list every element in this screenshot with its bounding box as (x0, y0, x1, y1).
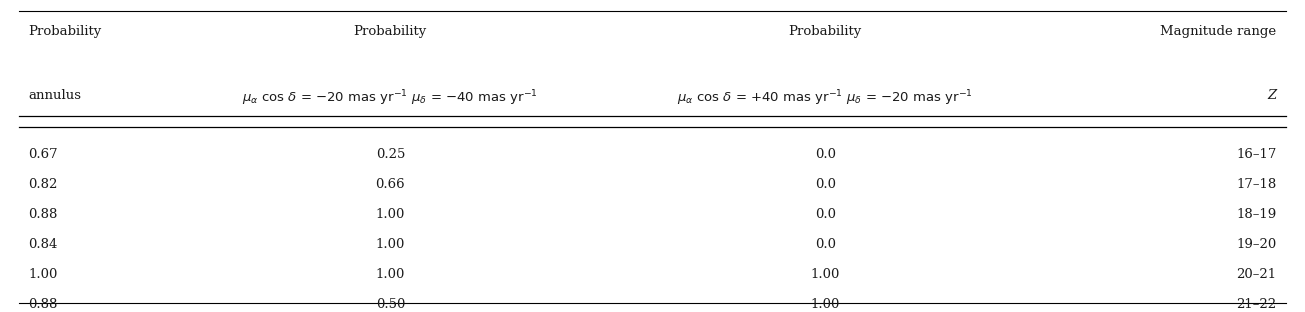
Text: 0.50: 0.50 (376, 298, 405, 311)
Text: 0.88: 0.88 (29, 298, 57, 311)
Text: 20–21: 20–21 (1236, 268, 1276, 281)
Text: annulus: annulus (29, 89, 81, 102)
Text: 0.66: 0.66 (376, 178, 405, 191)
Text: 1.00: 1.00 (29, 268, 57, 281)
Text: 0.0: 0.0 (814, 178, 835, 191)
Text: 0.84: 0.84 (29, 238, 57, 251)
Text: $\mu_{\alpha}$ cos $\delta$ = $+$40 mas yr$^{-1}$ $\mu_{\delta}$ = $-$20 mas yr$: $\mu_{\alpha}$ cos $\delta$ = $+$40 mas … (677, 89, 974, 108)
Text: 1.00: 1.00 (376, 268, 405, 281)
Text: 16–17: 16–17 (1236, 149, 1276, 161)
Text: 0.82: 0.82 (29, 178, 57, 191)
Text: 1.00: 1.00 (376, 238, 405, 251)
Text: Probability: Probability (29, 25, 102, 37)
Text: Probability: Probability (788, 25, 861, 37)
Text: Magnitude range: Magnitude range (1160, 25, 1276, 37)
Text: 19–20: 19–20 (1236, 238, 1276, 251)
Text: 0.0: 0.0 (814, 149, 835, 161)
Text: 0.88: 0.88 (29, 208, 57, 221)
Text: 0.0: 0.0 (814, 208, 835, 221)
Text: 0.67: 0.67 (29, 149, 57, 161)
Text: $\mu_{\alpha}$ cos $\delta$ = $-$20 mas yr$^{-1}$ $\mu_{\delta}$ = $-$40 mas yr$: $\mu_{\alpha}$ cos $\delta$ = $-$20 mas … (243, 89, 538, 108)
Text: Z: Z (1267, 89, 1276, 102)
Text: Probability: Probability (354, 25, 427, 37)
Text: 0.0: 0.0 (814, 238, 835, 251)
Text: 17–18: 17–18 (1236, 178, 1276, 191)
Text: 1.00: 1.00 (810, 268, 840, 281)
Text: 21–22: 21–22 (1236, 298, 1276, 311)
Text: 18–19: 18–19 (1236, 208, 1276, 221)
Text: 1.00: 1.00 (376, 208, 405, 221)
Text: 1.00: 1.00 (810, 298, 840, 311)
Text: 0.25: 0.25 (376, 149, 405, 161)
